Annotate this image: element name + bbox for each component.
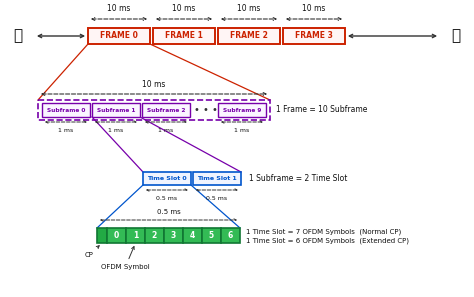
Text: 1 ms: 1 ms <box>109 128 124 133</box>
Bar <box>107 228 126 243</box>
Text: 📡: 📡 <box>451 29 461 43</box>
Bar <box>218 28 280 44</box>
Text: 0: 0 <box>114 231 119 240</box>
Bar <box>145 228 164 243</box>
Text: 1 Frame = 10 Subframe: 1 Frame = 10 Subframe <box>276 105 367 115</box>
Text: 10 ms: 10 ms <box>107 4 131 13</box>
Bar <box>183 228 202 243</box>
Text: Subframe 1: Subframe 1 <box>97 108 135 113</box>
Text: 2: 2 <box>152 231 157 240</box>
Text: Time Slot 1: Time Slot 1 <box>197 176 237 181</box>
Text: 0.5 ms: 0.5 ms <box>156 209 181 215</box>
Text: OFDM Symbol: OFDM Symbol <box>101 247 150 270</box>
Bar <box>202 228 221 243</box>
Text: 10 ms: 10 ms <box>302 4 326 13</box>
Text: 1: 1 <box>133 231 138 240</box>
Text: 10 ms: 10 ms <box>173 4 196 13</box>
Bar <box>193 172 241 185</box>
Text: 1 ms: 1 ms <box>158 128 173 133</box>
Text: 1 ms: 1 ms <box>58 128 73 133</box>
Text: 1 Subframe = 2 Time Slot: 1 Subframe = 2 Time Slot <box>249 174 347 183</box>
Text: 5: 5 <box>209 231 214 240</box>
Text: FRAME 1: FRAME 1 <box>165 31 203 40</box>
Text: FRAME 3: FRAME 3 <box>295 31 333 40</box>
Bar <box>142 103 190 117</box>
Text: FRAME 2: FRAME 2 <box>230 31 268 40</box>
Bar <box>97 228 107 243</box>
Bar <box>42 103 90 117</box>
Text: Subframe 9: Subframe 9 <box>223 108 261 113</box>
Bar <box>164 228 183 243</box>
Text: 0.5 ms: 0.5 ms <box>207 196 228 201</box>
Text: 3: 3 <box>171 231 176 240</box>
Bar <box>38 100 270 120</box>
Bar <box>88 28 150 44</box>
Bar <box>221 228 240 243</box>
Text: FRAME 0: FRAME 0 <box>100 31 138 40</box>
Bar <box>92 103 140 117</box>
Text: 1 ms: 1 ms <box>234 128 250 133</box>
Text: Subframe 0: Subframe 0 <box>47 108 85 113</box>
Bar <box>218 103 266 117</box>
Text: 1 Time Slot = 6 OFDM Symbols  (Extended CP): 1 Time Slot = 6 OFDM Symbols (Extended C… <box>246 237 409 244</box>
Text: Time Slot 0: Time Slot 0 <box>147 176 187 181</box>
Text: 4: 4 <box>190 231 195 240</box>
Bar <box>153 28 215 44</box>
Bar <box>283 28 345 44</box>
Bar <box>143 172 191 185</box>
Text: CP: CP <box>85 246 99 258</box>
Text: 1 Time Slot = 7 OFDM Symbols  (Normal CP): 1 Time Slot = 7 OFDM Symbols (Normal CP) <box>246 228 401 235</box>
Text: Subframe 2: Subframe 2 <box>147 108 185 113</box>
Text: 10 ms: 10 ms <box>237 4 261 13</box>
Text: 10 ms: 10 ms <box>142 80 166 89</box>
Text: • • •: • • • <box>194 105 218 115</box>
Text: 📱: 📱 <box>13 29 23 43</box>
Bar <box>126 228 145 243</box>
Text: 0.5 ms: 0.5 ms <box>156 196 178 201</box>
Text: 6: 6 <box>228 231 233 240</box>
